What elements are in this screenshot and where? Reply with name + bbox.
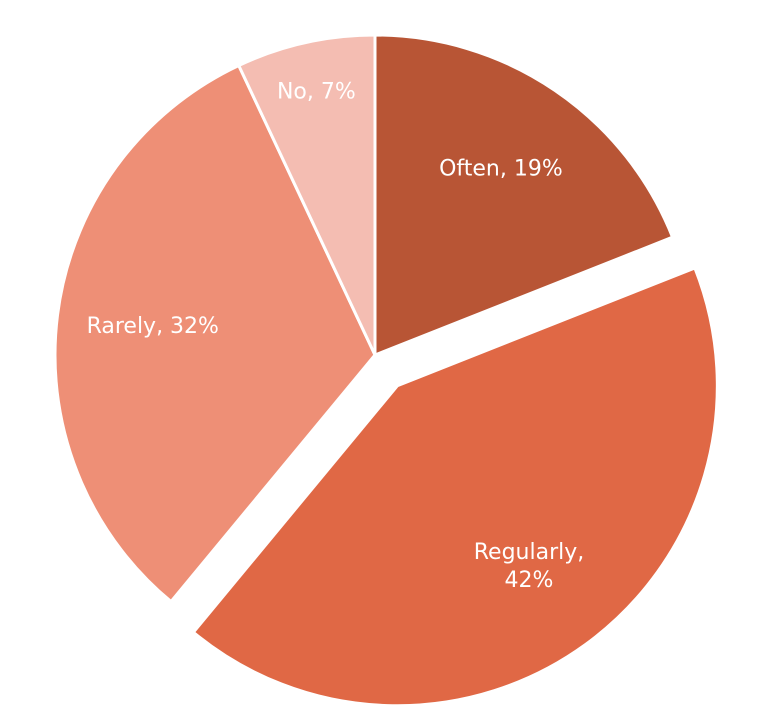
slice-label-line: Regularly, [474,540,585,565]
pie-slice [373,33,675,358]
pie-slice [53,63,377,604]
pie-slice [236,33,377,356]
slice-label-line: 42% [505,568,554,593]
slice-label: No, 7% [277,80,356,105]
pie-slice [191,265,719,708]
slice-label: Regularly, 42% [474,540,585,593]
slice-label: Rarely, 32% [87,314,219,339]
slice-label: Often, 19% [439,157,563,182]
